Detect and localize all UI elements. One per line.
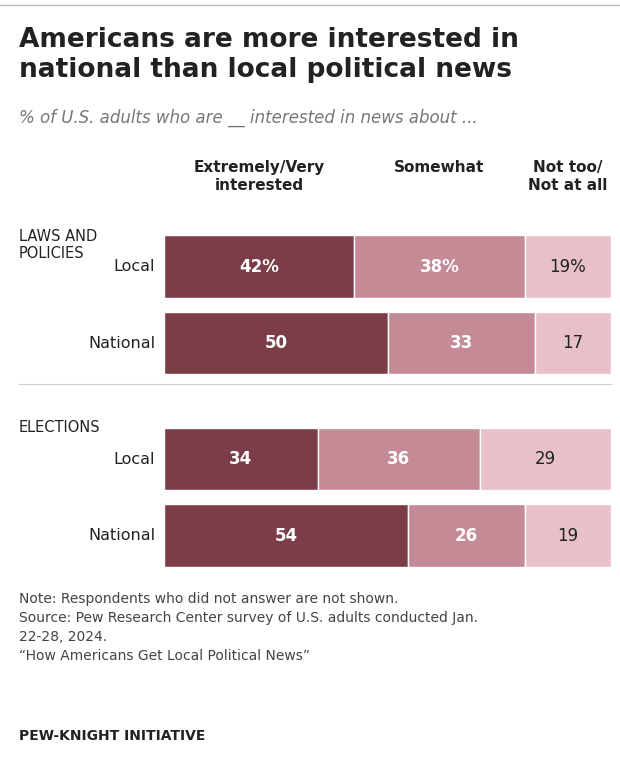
Text: 36: 36 [388,450,410,468]
Bar [317,428,480,490]
Text: Local: Local [113,452,155,467]
Text: Not too/
Not at all: Not too/ Not at all [528,160,608,193]
Bar [164,235,353,298]
Text: 19: 19 [557,526,578,545]
Bar [164,312,388,374]
Text: % of U.S. adults who are __ interested in news about ...: % of U.S. adults who are __ interested i… [19,108,477,127]
Text: 17: 17 [562,334,583,352]
Text: Somewhat: Somewhat [394,160,485,176]
Bar [525,235,611,298]
Text: 54: 54 [275,526,298,545]
Text: 50: 50 [264,334,288,352]
Bar [535,312,611,374]
Text: 33: 33 [450,334,473,352]
Bar [525,504,611,567]
Text: National: National [88,335,155,351]
Text: Extremely/Very
interested: Extremely/Very interested [193,160,325,193]
Text: 34: 34 [229,450,252,468]
Text: National: National [88,528,155,543]
Text: LAWS AND
POLICIES: LAWS AND POLICIES [19,229,97,261]
Text: Local: Local [113,259,155,274]
Bar [164,504,408,567]
Text: ELECTIONS: ELECTIONS [19,420,100,435]
Bar [408,504,525,567]
Bar [164,428,317,490]
Bar [480,428,611,490]
Bar [388,312,535,374]
Text: 42%: 42% [239,257,279,276]
Text: Note: Respondents who did not answer are not shown.
Source: Pew Research Center : Note: Respondents who did not answer are… [19,592,477,663]
Text: 26: 26 [455,526,478,545]
Text: 38%: 38% [420,257,459,276]
Bar [353,235,525,298]
Text: 19%: 19% [549,257,587,276]
Text: PEW-KNIGHT INITIATIVE: PEW-KNIGHT INITIATIVE [19,729,205,743]
Text: Americans are more interested in
national than local political news: Americans are more interested in nationa… [19,27,518,83]
Text: 29: 29 [535,450,556,468]
